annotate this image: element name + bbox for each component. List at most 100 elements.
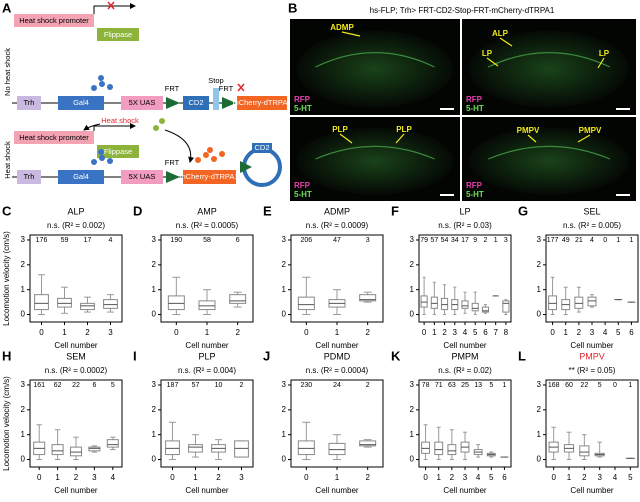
- count-label: 17: [84, 237, 92, 244]
- chart-title: PMPV: [579, 351, 605, 361]
- decoration: [99, 81, 105, 87]
- frt-label: FRT: [165, 84, 180, 93]
- panel-letter: C: [2, 203, 12, 218]
- x-tick-label: 7: [493, 328, 498, 337]
- decoration: [98, 75, 104, 81]
- chart-subtitle: n.s. (R² = 0.0004): [306, 366, 369, 375]
- x-tick-label: 1: [55, 473, 60, 482]
- decoration: [207, 147, 213, 153]
- count-label: 21: [575, 237, 583, 244]
- y-tick-label: 1: [410, 430, 415, 439]
- frt-label: FRT: [165, 158, 180, 167]
- region-label: PMPV: [517, 126, 540, 135]
- y-tick-label: 2: [410, 405, 415, 414]
- count-label: 1: [616, 237, 620, 244]
- x-axis-title: Cell number: [570, 486, 613, 495]
- x-tick-label: 4: [613, 473, 618, 482]
- y-tick-label: 0: [410, 455, 415, 464]
- x-axis-title: Cell number: [570, 341, 613, 350]
- x-tick-label: 3: [92, 473, 97, 482]
- stain-label: RFP: [294, 181, 311, 190]
- x-tick-label: 8: [504, 328, 509, 337]
- cd2-label: CD2: [188, 98, 203, 107]
- box: [165, 440, 180, 456]
- region-label: LP: [482, 49, 493, 58]
- y-tick-label: 1: [21, 430, 26, 439]
- brain-tissue: [468, 127, 630, 195]
- stain-label: 5-HT: [294, 190, 312, 199]
- box: [328, 442, 346, 456]
- count-label: 2: [240, 382, 244, 389]
- decoration: [107, 158, 113, 164]
- pointer-arrow: [577, 134, 591, 143]
- x-tick-label: 6: [483, 328, 488, 337]
- stain-label: RFP: [466, 95, 483, 104]
- x-tick-label: 3: [597, 473, 602, 482]
- y-tick-label: 3: [410, 235, 415, 244]
- pointer-arrow: [527, 134, 537, 143]
- x-tick-label: 2: [450, 473, 455, 482]
- gal4-label: Gal4: [73, 172, 89, 181]
- box: [440, 297, 449, 311]
- chart-title: SEM: [66, 351, 86, 361]
- decoration: [195, 157, 201, 163]
- driver-box: [17, 170, 41, 184]
- x-axis-title: Cell number: [315, 341, 358, 350]
- chart-title: LP: [459, 206, 470, 216]
- y-tick-label: 1: [410, 285, 415, 294]
- x-tick-label: 1: [205, 328, 210, 337]
- box: [548, 295, 558, 311]
- count-label: 57: [192, 382, 200, 389]
- driver-label: Trh: [24, 98, 35, 107]
- y-tick-label: 1: [21, 285, 26, 294]
- pointer-arrow: [486, 57, 499, 67]
- count-label: 57: [430, 237, 438, 244]
- y-tick-label: 3: [537, 380, 542, 389]
- count-label: 34: [451, 237, 459, 244]
- count-label: 63: [448, 382, 456, 389]
- chart-subtitle: n.s. (R² = 0.005): [563, 221, 621, 230]
- box: [297, 296, 315, 311]
- panel-letter: F: [391, 203, 399, 218]
- x-tick-label: 2: [582, 473, 587, 482]
- condition-label: No heat shock: [3, 48, 12, 96]
- frt-label: FRT: [219, 84, 234, 93]
- x-tick-label: 1: [432, 328, 437, 337]
- count-label: 71: [435, 382, 443, 389]
- cd2-box: [183, 96, 209, 110]
- count-label: 5: [111, 382, 115, 389]
- chart-subtitle: n.s. (R² = 0.0009): [306, 221, 369, 230]
- y-tick-label: 3: [537, 235, 542, 244]
- y-tick-label: 3: [410, 380, 415, 389]
- x-tick-label: 1: [335, 328, 340, 337]
- plot-frame: [545, 379, 639, 468]
- count-label: 59: [61, 237, 69, 244]
- y-tick-label: 2: [537, 405, 542, 414]
- box: [579, 445, 590, 457]
- arrow: [93, 123, 136, 131]
- brain-tissue: [296, 127, 454, 195]
- x-tick-label: 1: [335, 473, 340, 482]
- count-label: 10: [215, 382, 223, 389]
- x-tick-label: 0: [551, 473, 556, 482]
- panel-letter: J: [263, 348, 270, 363]
- count-label: 17: [461, 237, 469, 244]
- decoration: [91, 85, 97, 91]
- x-tick-label: 2: [74, 473, 79, 482]
- y-tick-label: 3: [282, 235, 287, 244]
- box: [167, 295, 185, 311]
- count-label: 177: [547, 237, 559, 244]
- x-tick-label: 1: [563, 328, 568, 337]
- box: [229, 294, 247, 304]
- decoration: [153, 125, 159, 131]
- box: [106, 439, 119, 448]
- x-tick-label: 3: [463, 473, 468, 482]
- panel-letter: G: [518, 203, 528, 218]
- x-tick-label: 3: [590, 328, 595, 337]
- x-axis-title: Cell number: [54, 341, 97, 350]
- box: [434, 441, 444, 456]
- x-tick-label: 1: [567, 473, 572, 482]
- panel-letter: H: [2, 348, 11, 363]
- x-axis-title: Cell number: [443, 341, 486, 350]
- count-label: 161: [33, 382, 45, 389]
